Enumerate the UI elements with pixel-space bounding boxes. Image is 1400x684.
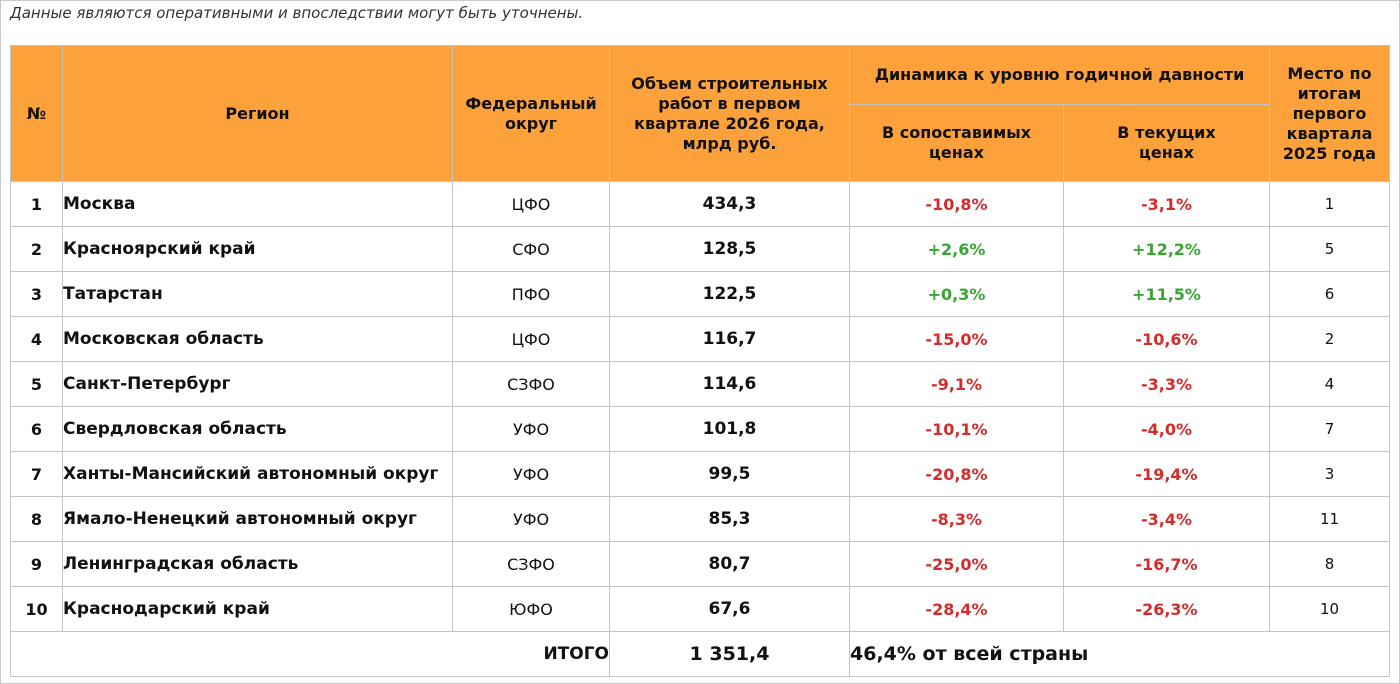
- cell-district: СЗФО: [452, 361, 610, 407]
- table-row: 5 Санкт-Петербург СЗФО 114,6 -9,1% -3,3% 4: [10, 361, 1390, 407]
- cell-place-2025: 10: [1269, 586, 1390, 632]
- cell-volume: 99,5: [609, 451, 850, 497]
- cell-district: УФО: [452, 406, 610, 452]
- cell-dynamics-current: -3,3%: [1063, 361, 1270, 407]
- header-district: Федеральный округ: [452, 45, 610, 182]
- cell-dynamics-comparable: +2,6%: [849, 226, 1064, 272]
- cell-place-2025: 3: [1269, 451, 1390, 497]
- table-row: 8 Ямало-Ненецкий автономный округ УФО 85,3-…: [10, 496, 1390, 542]
- cell-place-2025: 7: [1269, 406, 1390, 452]
- cell-district: ПФО: [452, 271, 610, 317]
- cell-region: Краснодарский край: [62, 586, 453, 632]
- cell-dynamics-current: +12,2%: [1063, 226, 1270, 272]
- cell-dynamics-current: -3,1%: [1063, 181, 1270, 227]
- cell-region: Красноярский край: [62, 226, 453, 272]
- header-volume: Объем строительных работ в первом кварта…: [609, 45, 850, 182]
- cell-dynamics-current: -4,0%: [1063, 406, 1270, 452]
- cell-dynamics-comparable: -10,1%: [849, 406, 1064, 452]
- cell-num: 1: [10, 181, 63, 227]
- table-row: 10 Краснодарский край ЮФО 67,6 -28,4% -26,3% 1…: [10, 586, 1390, 632]
- cell-dynamics-comparable: -25,0%: [849, 541, 1064, 587]
- cell-volume: 128,5: [609, 226, 850, 272]
- table-row: 3 Татарстан ПФО 122,5 +0,3% +11,5% 6: [10, 271, 1390, 317]
- cell-num: 10: [10, 586, 63, 632]
- cell-volume: 116,7: [609, 316, 850, 362]
- cell-district: ЮФО: [452, 586, 610, 632]
- cell-dynamics-comparable: -20,8%: [849, 451, 1064, 497]
- cell-district: УФО: [452, 451, 610, 497]
- cell-volume: 114,6: [609, 361, 850, 407]
- cell-place-2025: 1: [1269, 181, 1390, 227]
- table-row: 1 Москва ЦФО 434,3 -10,8% -3,1% 1: [10, 181, 1390, 227]
- header-place: Место по итогам первого квартала 2025 го…: [1269, 45, 1390, 182]
- cell-region: Московская область: [62, 316, 453, 362]
- cell-place-2025: 4: [1269, 361, 1390, 407]
- cell-num: 5: [10, 361, 63, 407]
- cell-volume: 80,7: [609, 541, 850, 587]
- cell-district: СЗФО: [452, 541, 610, 587]
- cell-dynamics-comparable: -9,1%: [849, 361, 1064, 407]
- table-body: 1 Москва ЦФО 434,3 -10,8% -3,1% 1 2 Красноярский…: [10, 181, 1390, 632]
- cell-volume: 85,3: [609, 496, 850, 542]
- cell-dynamics-current: -3,4%: [1063, 496, 1270, 542]
- cell-volume: 122,5: [609, 271, 850, 317]
- cell-region: Санкт-Петербург: [62, 361, 453, 407]
- table-row: 4 Московская область ЦФО 116,7 -15,0% -10,6% 2: [10, 316, 1390, 362]
- cell-region: Ханты-Мансийский автономный округ: [62, 451, 453, 497]
- cell-num: 3: [10, 271, 63, 317]
- total-row: ИТОГО 1 351,4 46,4% от всей страны: [10, 631, 1390, 677]
- table-row: 9 Ленинградская область СЗФО 80,7 -25,0% -16,…: [10, 541, 1390, 587]
- table-row: 2 Красноярский край СФО 128,5 +2,6% +12,2% 5: [10, 226, 1390, 272]
- table-row: 6 Свердловская область УФО 101,8 -10,1% -4,0%…: [10, 406, 1390, 452]
- cell-dynamics-current: -19,4%: [1063, 451, 1270, 497]
- total-label: ИТОГО: [10, 631, 610, 677]
- header-region: Регион: [62, 45, 453, 182]
- cell-volume: 434,3: [609, 181, 850, 227]
- table-row: 7 Ханты-Мансийский автономный округ УФО 99,…: [10, 451, 1390, 497]
- cell-district: ЦФО: [452, 316, 610, 362]
- cell-district: УФО: [452, 496, 610, 542]
- cell-dynamics-comparable: +0,3%: [849, 271, 1064, 317]
- header-num: №: [10, 45, 63, 182]
- regions-construction-table: № Регион Федеральный округ Объем строите…: [10, 45, 1390, 677]
- total-volume: 1 351,4: [609, 631, 850, 677]
- total-share-of-country: 46,4% от всей страны: [849, 631, 1390, 677]
- cell-dynamics-current: -16,7%: [1063, 541, 1270, 587]
- cell-region: Ямало-Ненецкий автономный округ: [62, 496, 453, 542]
- cell-dynamics-comparable: -28,4%: [849, 586, 1064, 632]
- cell-region: Татарстан: [62, 271, 453, 317]
- cell-region: Москва: [62, 181, 453, 227]
- cell-dynamics-comparable: -8,3%: [849, 496, 1064, 542]
- header-comparable-prices: В сопоставимых ценах: [849, 104, 1064, 182]
- cell-region: Ленинградская область: [62, 541, 453, 587]
- cell-dynamics-current: -26,3%: [1063, 586, 1270, 632]
- cell-num: 9: [10, 541, 63, 587]
- cell-place-2025: 2: [1269, 316, 1390, 362]
- cell-place-2025: 5: [1269, 226, 1390, 272]
- cell-dynamics-comparable: -10,8%: [849, 181, 1064, 227]
- cell-num: 2: [10, 226, 63, 272]
- cell-district: ЦФО: [452, 181, 610, 227]
- cell-volume: 101,8: [609, 406, 850, 452]
- cell-num: 4: [10, 316, 63, 362]
- cell-place-2025: 8: [1269, 541, 1390, 587]
- cell-num: 7: [10, 451, 63, 497]
- cell-place-2025: 6: [1269, 271, 1390, 317]
- cell-region: Свердловская область: [62, 406, 453, 452]
- cell-dynamics-comparable: -15,0%: [849, 316, 1064, 362]
- cell-num: 8: [10, 496, 63, 542]
- cell-volume: 67,6: [609, 586, 850, 632]
- preliminary-data-note: Данные являются оперативными и впоследст…: [10, 4, 584, 22]
- cell-place-2025: 11: [1269, 496, 1390, 542]
- cell-num: 6: [10, 406, 63, 452]
- cell-dynamics-current: -10,6%: [1063, 316, 1270, 362]
- header-current-prices: В текущих ценах: [1063, 104, 1270, 182]
- cell-district: СФО: [452, 226, 610, 272]
- header-dynamics: Динамика к уровню годичной давности: [849, 45, 1270, 105]
- cell-dynamics-current: +11,5%: [1063, 271, 1270, 317]
